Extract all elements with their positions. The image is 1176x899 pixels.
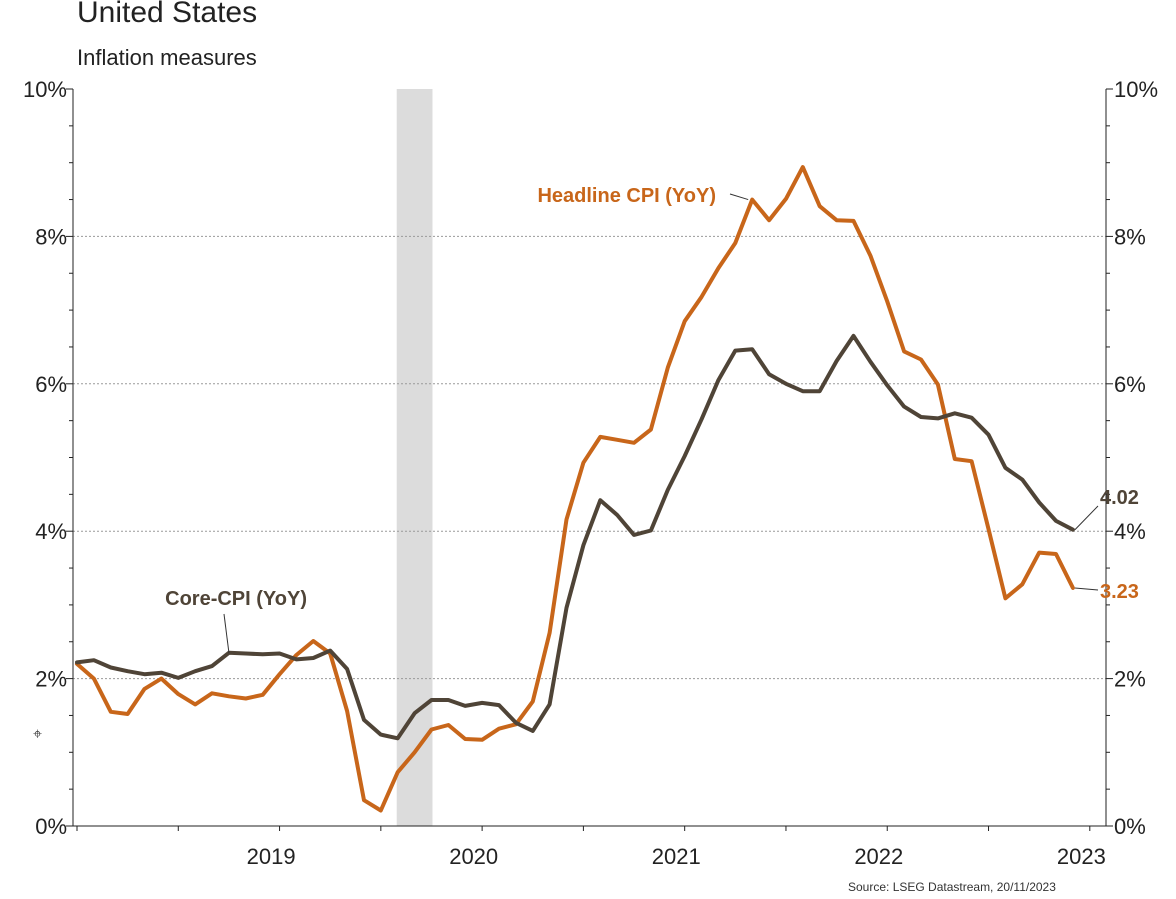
core-cpi-line <box>75 333 1075 741</box>
y-tick-label-left: 8% <box>35 224 67 249</box>
crosshair-cursor-icon: ⌖ <box>33 724 43 743</box>
y-tick-label-left: 4% <box>35 519 67 544</box>
headline-cpi-label: Headline CPI (YoY) <box>537 185 716 207</box>
core-cpi-end-value: 4.02 <box>1100 487 1139 509</box>
source-note: Source: LSEG Datastream, 20/11/2023 <box>848 880 1056 894</box>
headline-cpi-end-value: 3.23 <box>1100 581 1139 603</box>
core-end-leader <box>1074 505 1099 531</box>
core-cpi-leader <box>223 613 230 653</box>
chart-subtitle: Inflation measures <box>77 45 257 70</box>
y-tick-label-left: 0% <box>35 814 67 839</box>
x-tick-label: 2021 <box>652 844 701 869</box>
x-tick-label: 2023 <box>1057 844 1106 869</box>
core-cpi-label: Core-CPI (YoY) <box>165 588 307 610</box>
headline-cpi-leader <box>729 193 749 201</box>
headline-end-leader <box>1074 587 1099 591</box>
x-tick-label: 2020 <box>449 844 498 869</box>
y-tick-label-left: 2% <box>35 667 67 692</box>
y-tick-label-right: 10% <box>1114 77 1158 102</box>
y-tick-label-right: 4% <box>1114 519 1146 544</box>
x-tick-label: 2022 <box>854 844 903 869</box>
y-tick-label-right: 6% <box>1114 372 1146 397</box>
y-tick-label-right: 2% <box>1114 667 1146 692</box>
y-tick-label-right: 0% <box>1114 814 1146 839</box>
chart-title: United States <box>77 0 258 29</box>
y-tick-label-left: 10% <box>23 77 67 102</box>
y-tick-label-right: 8% <box>1114 224 1146 249</box>
y-tick-label-left: 6% <box>35 372 67 397</box>
headline-cpi-line <box>75 165 1075 813</box>
x-tick-label: 2019 <box>247 844 296 869</box>
